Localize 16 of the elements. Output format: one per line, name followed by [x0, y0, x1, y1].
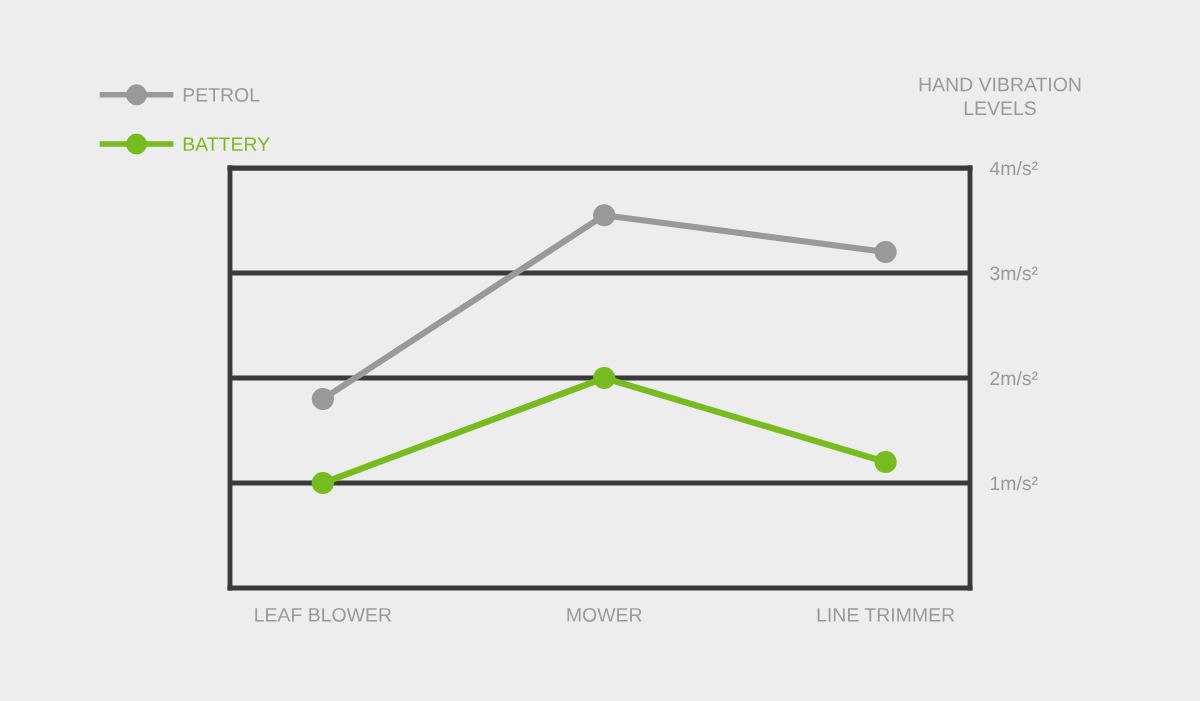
y-axis-title: HAND VIBRATION LEVELS — [919, 77, 1081, 116]
point — [311, 387, 334, 411]
y-tick-label: 3m/s² — [990, 265, 1038, 281]
point — [593, 366, 616, 390]
y-tick-label: 1m/s² — [990, 475, 1038, 491]
point — [311, 471, 334, 495]
point — [874, 240, 897, 264]
legend-label: BATTERY — [183, 137, 270, 151]
x-tick-label: LINE TRIMMER — [817, 608, 955, 622]
y-tick-label: 2m/s² — [990, 370, 1038, 386]
x-tick-label: MOWER — [567, 607, 642, 622]
y-tick-label: 4m/s² — [989, 160, 1038, 176]
point — [593, 204, 616, 227]
legend-label: PETROL — [183, 88, 260, 102]
x-tick-label: LEAF BLOWER — [255, 607, 392, 622]
point — [874, 450, 897, 474]
